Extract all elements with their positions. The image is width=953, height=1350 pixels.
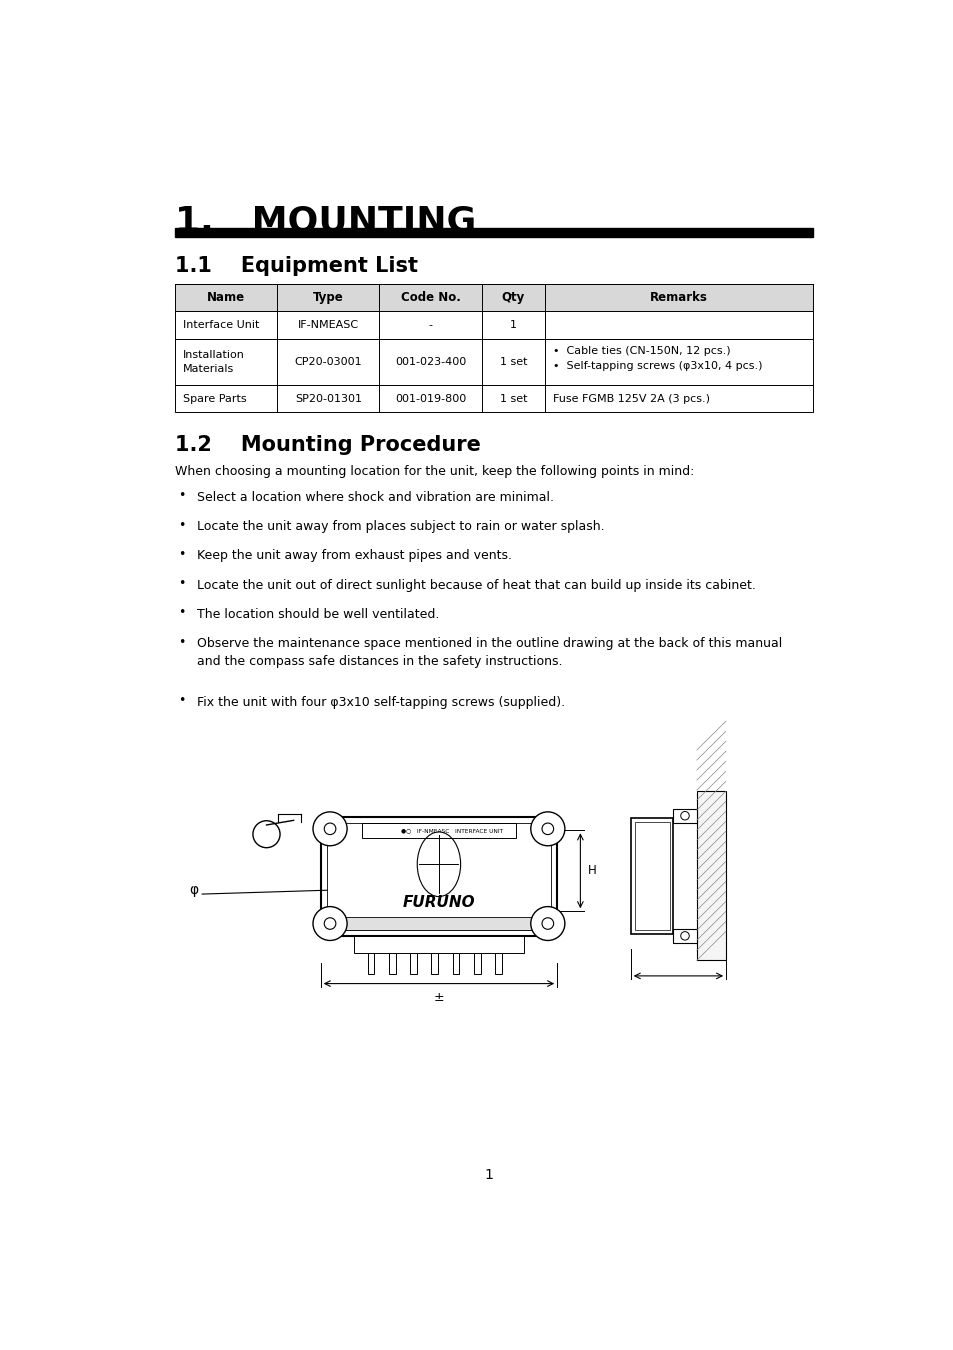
Bar [410, 953, 416, 975]
Text: The location should be well ventilated.: The location should be well ventilated. [196, 608, 438, 621]
Text: 1.1    Equipment List: 1.1 Equipment List [174, 256, 417, 275]
Text: •: • [178, 548, 185, 560]
Bar [634, 822, 669, 930]
Bar [696, 791, 725, 960]
Text: Interface Unit: Interface Unit [183, 320, 259, 329]
Text: When choosing a mounting location for the unit, keep the following points in min: When choosing a mounting location for th… [174, 464, 694, 478]
Text: IF-NMEASC: IF-NMEASC [297, 320, 358, 329]
Text: Keep the unit away from exhaust pipes and vents.: Keep the unit away from exhaust pipes an… [196, 549, 511, 563]
Circle shape [253, 821, 280, 848]
Text: Remarks: Remarks [649, 292, 707, 304]
Text: Type: Type [313, 292, 343, 304]
Bar [327, 822, 550, 930]
Circle shape [530, 811, 564, 845]
Circle shape [530, 907, 564, 941]
Text: Name: Name [207, 292, 245, 304]
Text: ±: ± [434, 991, 444, 1004]
Text: 1.2    Mounting Procedure: 1.2 Mounting Procedure [174, 435, 480, 455]
Text: •: • [178, 606, 185, 620]
Text: Locate the unit away from places subject to rain or water splash.: Locate the unit away from places subject… [196, 520, 604, 533]
Bar [320, 817, 557, 936]
Text: 001-019-800: 001-019-800 [395, 394, 466, 404]
Bar [174, 339, 812, 385]
Text: 1.   MOUNTING: 1. MOUNTING [174, 204, 476, 239]
Circle shape [313, 907, 347, 941]
Text: Fix the unit with four φ3x10 self-tapping screws (supplied).: Fix the unit with four φ3x10 self-tappin… [196, 695, 564, 709]
Text: Select a location where shock and vibration are minimal.: Select a location where shock and vibrat… [196, 491, 553, 504]
Text: 1: 1 [484, 1168, 493, 1181]
Text: •  Cable ties (CN-150N, 12 pcs.)
•  Self-tapping screws (φ3x10, 4 pcs.): • Cable ties (CN-150N, 12 pcs.) • Self-t… [552, 347, 761, 371]
Bar [174, 385, 812, 412]
Bar [362, 822, 516, 838]
Text: Installation
Materials: Installation Materials [183, 350, 244, 374]
Bar [673, 809, 696, 822]
Text: -: - [428, 320, 432, 329]
Text: 1 set: 1 set [499, 356, 527, 367]
Text: •: • [178, 636, 185, 648]
Text: •: • [178, 576, 185, 590]
Bar [453, 953, 459, 975]
Text: 1 set: 1 set [499, 394, 527, 404]
Text: Code No.: Code No. [400, 292, 460, 304]
Text: CP20-03001: CP20-03001 [294, 356, 362, 367]
Text: •: • [178, 518, 185, 532]
Text: 1: 1 [509, 320, 517, 329]
Text: Observe the maintenance space mentioned in the outline drawing at the back of th: Observe the maintenance space mentioned … [196, 637, 781, 668]
Bar [630, 818, 673, 934]
Text: Fuse FGMB 125V 2A (3 pcs.): Fuse FGMB 125V 2A (3 pcs.) [552, 394, 709, 404]
Bar [174, 312, 812, 339]
Text: Qty: Qty [501, 292, 524, 304]
Bar [367, 953, 374, 975]
Bar [431, 953, 437, 975]
Text: 001-023-400: 001-023-400 [395, 356, 466, 367]
Bar [474, 953, 480, 975]
Text: FURUNO: FURUNO [402, 895, 475, 910]
Circle shape [313, 811, 347, 845]
Bar [389, 953, 395, 975]
Text: φ: φ [189, 883, 198, 898]
Bar [174, 284, 812, 312]
Text: H: H [587, 864, 597, 878]
Text: ●○   IF-NMEASC   INTERFACE UNIT: ●○ IF-NMEASC INTERFACE UNIT [400, 828, 502, 833]
Bar [354, 936, 523, 953]
Bar [673, 929, 696, 942]
Text: •: • [178, 489, 185, 502]
Text: Locate the unit out of direct sunlight because of heat that can build up inside : Locate the unit out of direct sunlight b… [196, 579, 755, 591]
Bar [495, 953, 501, 975]
Text: •: • [178, 694, 185, 707]
Text: Spare Parts: Spare Parts [183, 394, 246, 404]
Bar [327, 918, 550, 930]
Bar [174, 228, 812, 236]
Text: SP20-01301: SP20-01301 [294, 394, 361, 404]
